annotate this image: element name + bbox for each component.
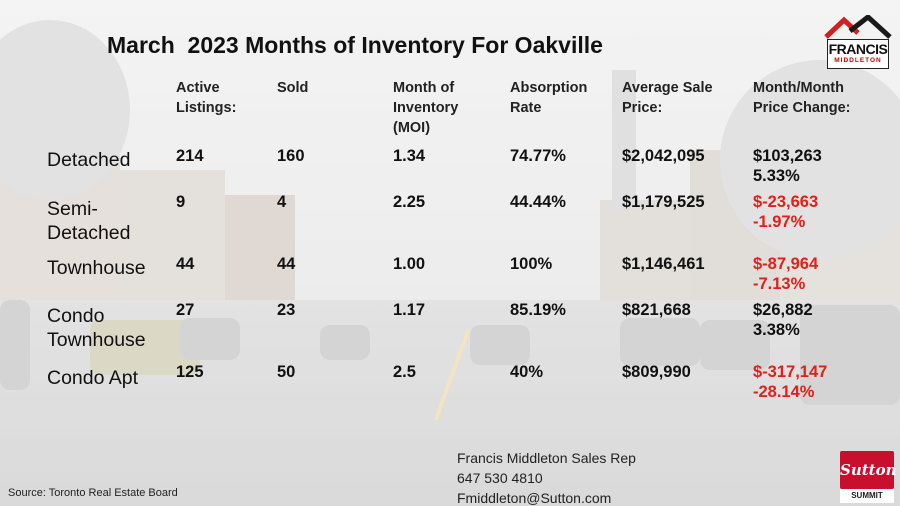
cell-moi: 1.34 [393,147,426,165]
cell-active: 214 [176,147,204,165]
cell-active: 125 [176,363,204,381]
cell-moi: 2.5 [393,363,416,381]
cell-active: 27 [176,301,195,319]
header-average-sale-price: Average Sale Price: [622,80,713,116]
cell-active: 9 [176,193,186,211]
cell-avg-price: $821,668 [622,301,691,319]
contact-block: Francis Middleton Sales Rep 647 530 4810… [457,448,636,506]
header-moi: Month of Inventory (MOI) [393,80,459,136]
cell-absorption: 100% [510,255,553,273]
cell-avg-price: $2,042,095 [622,147,705,165]
contact-name: Francis Middleton Sales Rep [457,450,636,466]
cell-avg-price: $1,179,525 [622,193,705,211]
header-price-change: Month/Month Price Change: [753,80,851,116]
cell-avg-price: $1,146,461 [622,255,705,273]
cell-moi: 2.25 [393,193,426,211]
cell-price-change: $-23,663 -1.97% [753,193,819,231]
header-absorption-rate: Absorption Rate [510,80,588,116]
row-label-detached: Detached [47,149,131,171]
cell-sold: 50 [277,363,296,381]
row-label-condo-apt: Condo Apt [47,367,139,389]
row-label-condo-townhouse: Condo Townhouse [47,305,146,351]
cell-price-change: $103,263 5.33% [753,147,822,185]
cell-active: 44 [176,255,195,273]
cell-sold: 23 [277,301,296,319]
cell-price-change: $-317,147 -28.14% [753,363,828,401]
page-title: March 2023 Months of Inventory For Oakvi… [107,32,603,58]
cell-absorption: 74.77% [510,147,566,165]
source-note: Source: Toronto Real Estate Board [8,487,178,499]
sutton-logo: Sutton SUMMIT [840,451,897,503]
house-roof-icon [824,15,892,39]
cell-sold: 4 [277,193,287,211]
logo-line-1: FRANCIS [828,41,888,57]
cell-sold: 44 [277,255,296,273]
cell-absorption: 85.19% [510,301,566,319]
row-label-townhouse: Townhouse [47,257,146,279]
header-active-listings: Active Listings: [176,80,237,116]
cell-sold: 160 [277,147,305,165]
contact-email: Fmiddleton@Sutton.com [457,490,612,506]
cell-avg-price: $809,990 [622,363,691,381]
cell-price-change: $-87,964 -7.13% [753,255,819,293]
logo-line-2: MIDDLETON [834,57,882,64]
francis-middleton-logo: FRANCIS MIDDLETON [824,15,892,71]
header-sold: Sold [277,80,309,96]
cell-moi: 1.00 [393,255,426,273]
cell-absorption: 40% [510,363,544,381]
sutton-logo-sub: SUMMIT [840,489,894,503]
contact-phone: 647 530 4810 [457,470,543,486]
sutton-logo-name: Sutton [840,451,897,489]
cell-price-change: $26,882 3.38% [753,301,813,339]
cell-absorption: 44.44% [510,193,566,211]
cell-moi: 1.17 [393,301,426,319]
row-label-semi-detached: Semi- Detached [47,198,131,244]
